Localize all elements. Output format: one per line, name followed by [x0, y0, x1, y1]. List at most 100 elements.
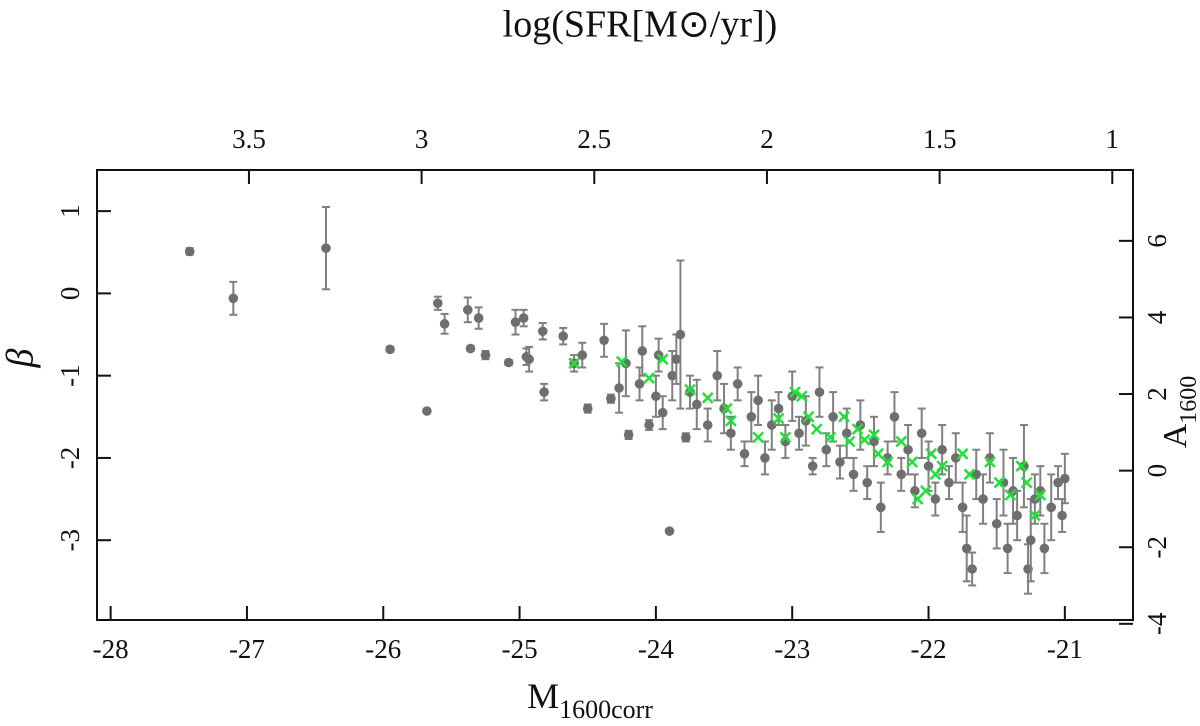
point	[967, 564, 977, 574]
cross-stroke	[858, 433, 871, 446]
point	[473, 313, 484, 323]
cross-stroke	[720, 402, 733, 415]
point	[539, 387, 549, 397]
cross-point	[1004, 489, 1017, 501]
point	[480, 350, 491, 360]
cross-point	[936, 460, 949, 473]
cross-point	[906, 456, 919, 468]
x-tick-label: -25	[502, 634, 538, 664]
point	[896, 469, 907, 480]
cross-stroke	[868, 429, 880, 441]
cross-point	[789, 386, 801, 399]
point	[503, 357, 514, 368]
cross-point	[881, 456, 894, 468]
point	[644, 420, 654, 430]
point	[746, 412, 757, 422]
cross-stroke	[795, 390, 808, 403]
point	[537, 326, 548, 337]
point	[664, 526, 675, 536]
cross-point	[795, 390, 808, 403]
point	[651, 391, 661, 402]
cross-stroke	[872, 447, 884, 460]
point	[835, 457, 845, 467]
point	[691, 399, 702, 410]
point	[558, 331, 568, 341]
cross-point	[843, 435, 856, 448]
cross-point	[858, 433, 871, 446]
point	[1057, 510, 1067, 521]
x-axis-title: M1600corr	[527, 676, 653, 724]
x-tick-label: -23	[774, 634, 810, 664]
x2-tick-label: 2	[760, 124, 774, 154]
x2-tick-label: 2.5	[577, 124, 611, 154]
cross-point	[779, 431, 792, 444]
point	[732, 379, 743, 389]
cross-stroke	[1028, 509, 1041, 522]
y2-tick-label: 0	[1142, 464, 1172, 478]
cross-stroke	[936, 460, 949, 473]
cross-point	[1028, 509, 1041, 522]
point	[1039, 543, 1050, 554]
x2-tick-label: 3	[415, 124, 429, 154]
y-tick-label: -1	[55, 364, 85, 387]
cross-point	[824, 431, 837, 444]
x-tick-label: -21	[1047, 634, 1083, 664]
point	[944, 477, 954, 488]
cross-stroke	[895, 435, 908, 448]
point	[957, 502, 968, 513]
point	[465, 343, 476, 354]
point	[1002, 543, 1013, 554]
y-axis-title: β	[0, 348, 42, 368]
point	[614, 383, 624, 393]
point	[971, 469, 982, 480]
cross-stroke	[838, 410, 850, 423]
y2-tick-label: -2	[1142, 536, 1172, 559]
point	[739, 449, 750, 459]
cross-stroke	[615, 355, 628, 368]
cross-stroke	[983, 456, 996, 468]
point	[821, 444, 832, 455]
point	[432, 298, 443, 309]
point	[606, 393, 616, 404]
cross-stroke	[919, 484, 932, 497]
y-tick-label: 0	[55, 287, 85, 301]
x2-tick-label: 1	[1106, 124, 1120, 154]
point	[518, 313, 529, 323]
point	[869, 436, 879, 447]
point	[916, 428, 927, 439]
cross-point	[963, 468, 976, 481]
point	[760, 453, 770, 463]
cross-stroke	[843, 435, 856, 448]
cross-point	[810, 423, 823, 436]
cross-point	[838, 410, 850, 423]
cross-stroke	[906, 456, 919, 468]
y2-tick-label: -4	[1142, 612, 1172, 635]
cross-stroke	[881, 456, 894, 468]
point	[991, 518, 1002, 529]
point	[719, 403, 729, 414]
point	[773, 403, 784, 414]
cross-point	[684, 383, 696, 396]
x-tick-label: -24	[638, 634, 674, 664]
x-tick-label: -26	[365, 634, 401, 664]
cross-point	[868, 429, 880, 441]
point	[950, 453, 961, 463]
point	[1060, 473, 1070, 484]
y2-tick-label: 4	[1142, 310, 1172, 324]
cross-stroke	[993, 476, 1006, 489]
cross-point	[802, 410, 815, 423]
point	[667, 370, 678, 381]
cross-point	[983, 456, 996, 468]
x-axis-title-main: M	[527, 676, 559, 716]
point	[702, 420, 713, 430]
cross-point	[851, 423, 864, 436]
point	[1012, 510, 1022, 521]
cross-stroke	[1004, 489, 1017, 501]
y2-axis-title-main: A	[1157, 423, 1194, 448]
cross-point	[701, 391, 714, 404]
cross-point	[656, 353, 669, 366]
point	[681, 432, 691, 443]
point	[930, 494, 941, 504]
point	[462, 305, 473, 315]
